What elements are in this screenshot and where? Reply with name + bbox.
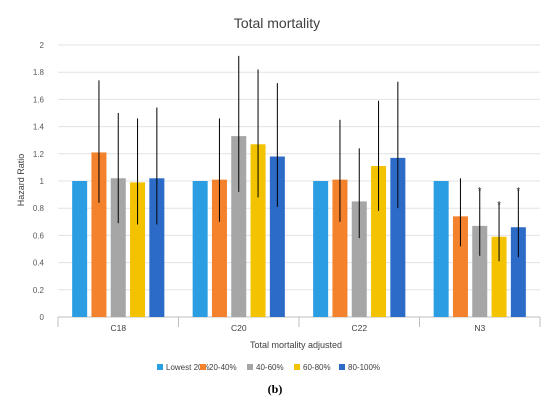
significance-marker: * [497, 200, 501, 211]
y-tick-label: 0 [40, 313, 45, 322]
bar [149, 178, 165, 317]
legend: Lowest 20% 20-40% 40-60% 60-80% 80-100% [157, 363, 380, 372]
bar [332, 179, 348, 317]
bar [351, 201, 367, 317]
x-axis-label: Total mortality adjusted [250, 340, 342, 350]
bar [371, 166, 387, 317]
y-tick-label: 1.8 [33, 68, 45, 77]
bar [91, 152, 107, 317]
bar [250, 144, 266, 317]
x-tick-label: N3 [474, 323, 485, 333]
legend-swatch [339, 364, 345, 370]
legend-swatch [200, 364, 206, 370]
axes: 0 0.2 0.4 0.6 0.8 1 1.2 1.4 1.6 1.8 2 C18 C20 C22 N3 [33, 41, 541, 333]
legend-label: 20-40% [209, 363, 237, 372]
y-tick-label: 1.6 [33, 95, 45, 104]
legend-item: Lowest 20% [157, 363, 210, 372]
y-tick-label: 1.2 [33, 150, 45, 159]
y-axis-label: Hazard Ratio [16, 154, 26, 207]
bar [433, 181, 449, 317]
legend-swatch [157, 364, 163, 370]
bar [390, 157, 406, 317]
chart-title: Total mortality [234, 15, 320, 31]
legend-label: Lowest 20% [166, 363, 210, 372]
y-tick-label: 0.4 [33, 259, 45, 268]
legend-item: 60-80% [294, 363, 331, 372]
bar [211, 179, 227, 317]
figure-caption: (b) [267, 382, 283, 396]
bar [472, 225, 488, 317]
x-tick-label: C20 [231, 323, 247, 333]
x-tick-label: C22 [351, 323, 367, 333]
legend-label: 40-60% [256, 363, 284, 372]
legend-label: 80-100% [348, 363, 380, 372]
bar [110, 178, 126, 317]
bar [452, 216, 468, 317]
bar [269, 156, 285, 317]
legend-label: 60-80% [303, 363, 331, 372]
error-bars: * * * [98, 55, 520, 262]
y-tick-label: 0.8 [33, 204, 45, 213]
bar [130, 182, 146, 317]
y-tick-label: 1 [40, 177, 45, 186]
y-tick-label: 0.6 [33, 231, 45, 240]
y-tick-label: 1.4 [33, 123, 45, 132]
bar [510, 227, 526, 317]
bar [313, 181, 329, 317]
legend-item: 40-60% [247, 363, 284, 372]
significance-marker: * [478, 186, 482, 197]
legend-item: 20-40% [200, 363, 237, 372]
legend-swatch [294, 364, 300, 370]
bar [192, 181, 208, 317]
y-tick-label: 0.2 [33, 286, 45, 295]
x-tick-label: C18 [110, 323, 126, 333]
y-tick-label: 2 [40, 41, 45, 50]
bar [491, 236, 507, 317]
bar [72, 181, 88, 317]
significance-marker: * [516, 186, 520, 197]
legend-swatch [247, 364, 253, 370]
bars [72, 136, 526, 317]
legend-item: 80-100% [339, 363, 380, 372]
bar [231, 136, 247, 317]
